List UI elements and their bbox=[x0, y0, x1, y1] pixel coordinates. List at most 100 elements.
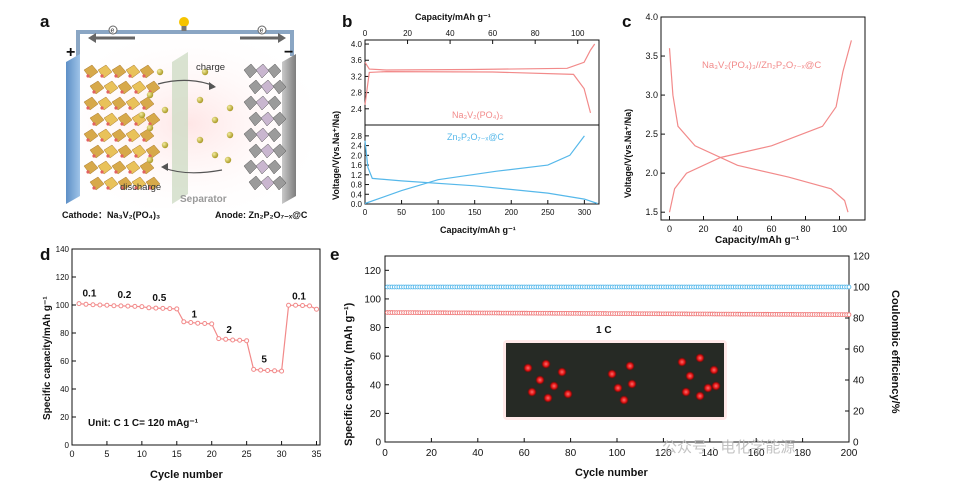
panel-d-point bbox=[76, 301, 82, 307]
panel-b-top-xtick: 20 bbox=[403, 29, 412, 38]
external-circuit bbox=[76, 30, 294, 56]
panel-e-right-ytick: 60 bbox=[853, 345, 865, 356]
panel-e-xtick: 120 bbox=[655, 448, 672, 459]
panel-e-right-ytick: 20 bbox=[853, 407, 865, 418]
panel-b-top-ytick: 3.2 bbox=[351, 72, 363, 81]
cathode-atom bbox=[142, 138, 146, 142]
panel-b-top-discharge-curve bbox=[364, 70, 592, 114]
sodium-ion bbox=[211, 116, 219, 124]
led-light bbox=[695, 353, 705, 363]
panel-e: e Cycle number Specific capacity (mAh g⁻… bbox=[330, 245, 901, 479]
panel-c-xtick: 0 bbox=[667, 224, 672, 234]
panel-d-rate-label: 1 bbox=[191, 310, 197, 321]
panel-d-point bbox=[216, 336, 222, 342]
panel-c-ytick: 1.5 bbox=[645, 207, 658, 217]
sodium-ion bbox=[196, 96, 204, 104]
panel-d-point bbox=[167, 306, 173, 312]
panel-d-xlabel: Cycle number bbox=[150, 469, 223, 481]
electron-arrow-left: e bbox=[88, 25, 135, 43]
panel-b-bottom-ytick: 2.8 bbox=[351, 132, 363, 141]
led-light bbox=[557, 367, 567, 377]
panel-c-frame bbox=[660, 16, 866, 221]
panel-d-ytick: 20 bbox=[60, 413, 69, 422]
panel-d-point bbox=[83, 301, 89, 307]
cathode-atom bbox=[128, 74, 132, 78]
cathode-crystal bbox=[83, 64, 161, 191]
panel-c-ytick: 2.5 bbox=[645, 129, 658, 139]
sodium-ion bbox=[201, 68, 209, 76]
panel-e-xtick: 60 bbox=[519, 448, 531, 459]
sodium-ion bbox=[226, 131, 234, 139]
lightbulb-icon bbox=[179, 17, 189, 31]
panel-c-xtick: 20 bbox=[698, 224, 708, 234]
panel-d-point bbox=[223, 336, 229, 342]
panel-d-point bbox=[209, 321, 215, 327]
panel-d-xtick: 15 bbox=[172, 449, 182, 459]
panel-c-ytick: 3.5 bbox=[645, 51, 658, 61]
cathode-atom bbox=[100, 138, 104, 142]
sodium-ion bbox=[161, 141, 169, 149]
separator-label: Separator bbox=[180, 194, 227, 205]
anode-polyhedron bbox=[267, 127, 282, 143]
panel-b-bottom-xtick: 50 bbox=[397, 208, 406, 217]
cathode-atom bbox=[100, 106, 104, 110]
cathode-atom bbox=[148, 154, 152, 158]
panel-e-left-ytick: 80 bbox=[370, 323, 382, 334]
cathode-atom bbox=[120, 90, 124, 94]
panel-b: b Capacity/mAh g⁻¹ Capacity/mAh g⁻¹ Volt… bbox=[331, 12, 600, 235]
sodium-ion bbox=[196, 136, 204, 144]
electron-symbol-left: e bbox=[111, 28, 115, 35]
led-light bbox=[703, 383, 713, 393]
panel-b-top-series-label: Na₃V₂(PO₄)₃ bbox=[452, 110, 503, 120]
panel-b-bottom-ytick: 0.0 bbox=[351, 200, 363, 209]
panel-b-frame bbox=[364, 39, 600, 205]
panel-b-bottom-ytick: 0.4 bbox=[351, 190, 363, 199]
panel-d-point bbox=[314, 306, 320, 312]
panel-b-bottom-xtick: 100 bbox=[431, 208, 445, 217]
discharge-label: discharge bbox=[120, 182, 161, 193]
panel-e-right-ytick: 40 bbox=[853, 376, 865, 387]
panel-b-top-ytick: 3.6 bbox=[351, 56, 363, 65]
panel-d-point bbox=[258, 367, 264, 373]
cathode-atom bbox=[142, 74, 146, 78]
electron-symbol-right: e bbox=[260, 28, 264, 35]
led-light bbox=[681, 387, 691, 397]
separator bbox=[172, 52, 188, 204]
panel-b-bottom-discharge-curve bbox=[364, 140, 598, 205]
panel-d-ytick: 80 bbox=[60, 329, 69, 338]
cathode-atom bbox=[86, 74, 90, 78]
anode-polyhedron bbox=[272, 111, 287, 127]
cathode-atom bbox=[134, 154, 138, 158]
panel-e-xlabel: Cycle number bbox=[575, 467, 648, 479]
panel-d-xtick: 10 bbox=[137, 449, 147, 459]
panel-d-rate-label: 0.2 bbox=[117, 290, 131, 301]
charge-label: charge bbox=[196, 62, 225, 73]
panel-d-point bbox=[293, 302, 299, 308]
cathode-caption: Cathode：Na₃V₂(PO₄)₃ bbox=[62, 210, 160, 220]
led-light bbox=[541, 359, 551, 369]
panel-e-xtick: 40 bbox=[472, 448, 484, 459]
panel-d-line bbox=[78, 303, 317, 372]
panel-b-top-xtick: 0 bbox=[363, 29, 368, 38]
panel-c-ytick: 2.0 bbox=[645, 168, 658, 178]
panel-e-right-ytick: 80 bbox=[853, 314, 865, 325]
led-light bbox=[607, 369, 617, 379]
panel-d-point bbox=[174, 306, 180, 312]
panel-d-point bbox=[195, 320, 201, 326]
panel-e-right-ytick: 0 bbox=[853, 438, 859, 449]
panel-d-frame bbox=[71, 248, 321, 446]
panel-b-bottom-ytick: 2.4 bbox=[351, 142, 363, 151]
sodium-ion bbox=[146, 124, 154, 132]
led-light bbox=[543, 393, 553, 403]
led-light bbox=[711, 381, 721, 391]
sodium-ion bbox=[146, 156, 154, 164]
panel-d-point bbox=[300, 303, 306, 309]
panel-b-top-ytick: 4.0 bbox=[351, 40, 363, 49]
panel-d-point bbox=[279, 368, 285, 374]
panel-d-point bbox=[202, 320, 208, 326]
panel-c-ylabel: Voltage/V(vs.Na⁺/Na) bbox=[623, 109, 633, 198]
led-light bbox=[709, 365, 719, 375]
panel-d-ylabel: Specific capacity/mAh g⁻¹ bbox=[42, 296, 53, 420]
panel-e-left-ytick: 40 bbox=[370, 380, 382, 391]
panel-e-xtick: 0 bbox=[382, 448, 388, 459]
